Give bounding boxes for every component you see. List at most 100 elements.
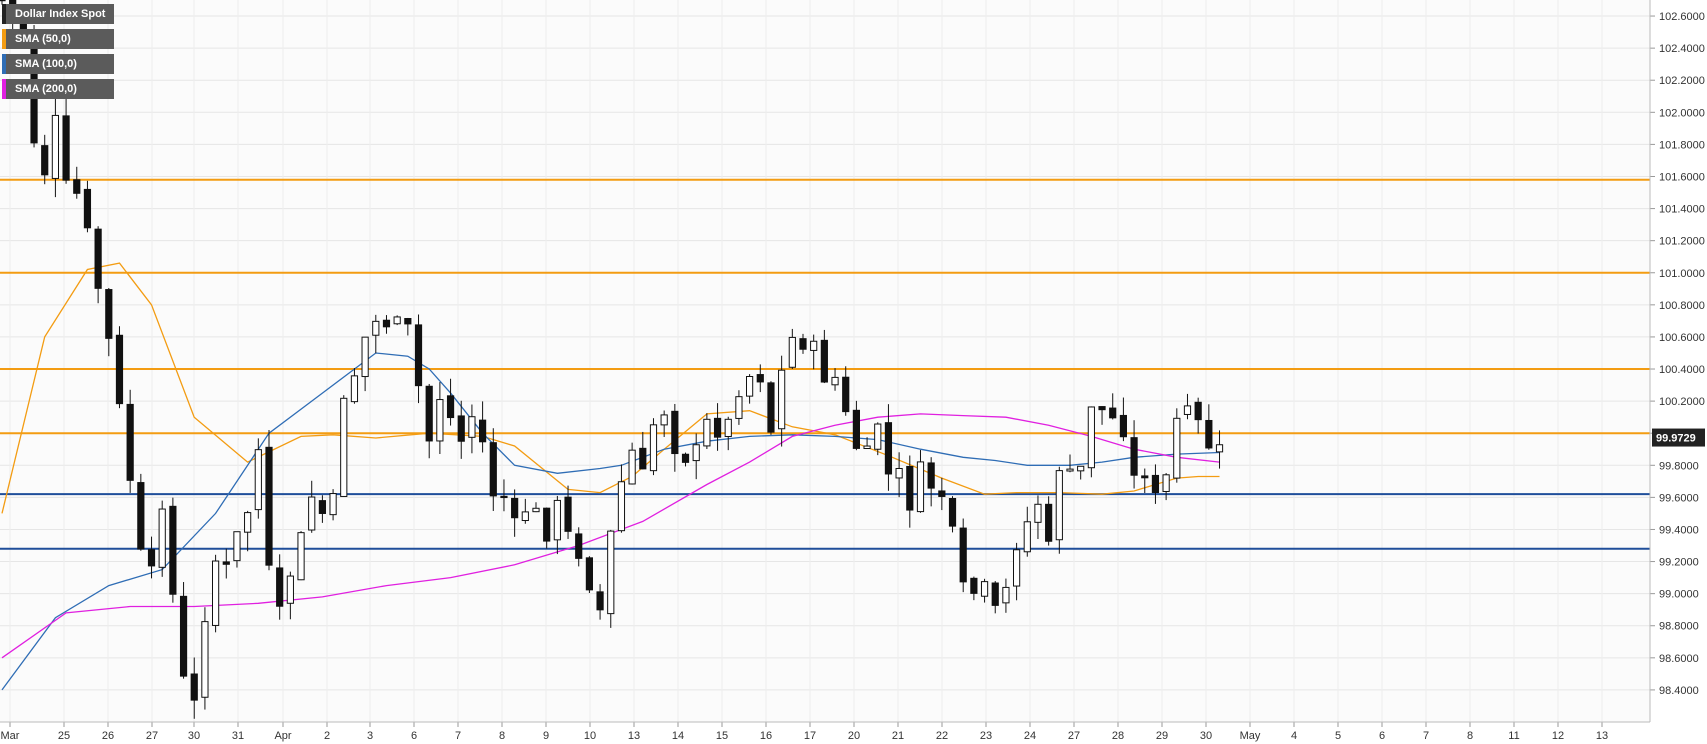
legend-item-sma-200[interactable]: SMA (200,0) [2,79,115,99]
candle-body [585,557,593,591]
sma-line [1,262,1220,514]
y-tick-label: 98.4000 [1659,685,1699,697]
x-tick-label: 6 [1379,730,1385,742]
x-tick-label: 30 [188,730,200,742]
candle-body [1002,586,1010,604]
candle-body [543,507,551,542]
y-tick-label: 102.6000 [1659,11,1705,23]
candle-body [169,505,177,595]
candle-body [340,397,348,497]
legend-swatch [2,54,6,74]
candle-body [361,336,369,378]
legend-label: SMA (50,0) [15,33,71,45]
candle-body [863,445,871,450]
candle-body [147,549,156,567]
x-tick-label: 25 [58,730,70,742]
candle-body [671,410,679,455]
x-tick-label: May [1240,730,1261,742]
candle-body [468,416,476,438]
candle-body [393,316,401,325]
y-tick-label: 101.4000 [1659,204,1705,216]
candle-body [190,673,198,701]
y-tick-label: 100.6000 [1659,332,1705,344]
candle-body [692,444,700,462]
candle-body [308,496,316,531]
x-tick-label: 11 [1508,730,1519,742]
candle-body [660,414,668,426]
candle-body [1173,417,1181,479]
candle-body [1013,549,1021,587]
legend-item-sma-100[interactable]: SMA (100,0) [2,54,115,74]
y-tick-label: 102.0000 [1659,107,1705,119]
y-tick-label: 99.8000 [1659,460,1699,472]
candle-body [436,399,444,442]
candle-body [1034,503,1042,523]
candle-body [852,409,860,449]
candle-body [105,289,113,339]
candle-body [62,115,70,181]
candle-body [511,497,519,519]
x-tick-label: Mar [1,730,20,742]
legend-swatch [2,4,6,24]
candle-body [1183,405,1192,415]
y-tick-label: 102.4000 [1659,43,1705,55]
x-tick-label: 8 [1467,730,1473,742]
y-tick-label: 101.2000 [1659,236,1705,248]
x-tick-label: 31 [232,730,244,742]
legend-item-sma-50[interactable]: SMA (50,0) [2,29,115,49]
candle-body [799,338,807,350]
legend-item-dollar-index[interactable]: Dollar Index Spot [2,4,115,24]
candle-body [115,334,124,405]
x-tick-label: 23 [980,730,992,742]
candle-body [617,481,626,532]
candle-body [212,560,220,626]
candle-body [681,453,690,463]
candle-body [222,561,230,565]
x-tick-label: 4 [1291,730,1297,742]
candle-body [1109,407,1117,419]
candle-body [1119,414,1128,438]
x-tick-label: 2 [324,730,330,742]
legend-swatch [2,79,6,99]
x-tick-label: 8 [499,730,505,742]
y-tick-label: 101.0000 [1659,268,1705,280]
candle-body [842,376,850,413]
candle-body [703,418,711,447]
candle-body [596,591,604,611]
y-tick-label: 99.0000 [1659,589,1699,601]
candle-body [201,621,209,698]
y-tick-label: 99.4000 [1659,524,1699,536]
candle-body [489,442,497,497]
x-tick-label: 20 [848,730,860,742]
y-tick-label: 100.2000 [1659,396,1705,408]
candle-body [297,532,305,581]
candle-body [1215,444,1224,453]
candle-body [916,461,925,513]
candle-body [446,395,455,419]
candle-body [41,145,49,176]
x-tick-label: 9 [543,730,549,742]
candle-body [1130,437,1138,476]
candle-body [1141,475,1149,479]
candle-body [276,567,284,607]
candle-body [639,447,647,470]
legend-label: SMA (100,0) [15,58,77,70]
legend-swatch [2,29,6,49]
x-tick-label: 27 [146,730,158,742]
candle-body [500,495,508,499]
x-tick-label: 21 [892,730,904,742]
candle-body [756,374,764,383]
x-tick-label: 24 [1024,730,1036,742]
candle-body [350,375,359,403]
candle-body [126,403,134,481]
candle-body [553,499,561,541]
candle-body [980,581,989,597]
candle-body [746,376,754,397]
x-tick-label: 22 [936,730,948,742]
legend: Dollar Index Spot SMA (50,0) SMA (100,0)… [2,4,115,104]
sma-line [1,413,1220,659]
candle-body [938,490,946,497]
candle-body [1162,474,1170,492]
candle-body [735,396,743,419]
candle-body [372,320,380,336]
